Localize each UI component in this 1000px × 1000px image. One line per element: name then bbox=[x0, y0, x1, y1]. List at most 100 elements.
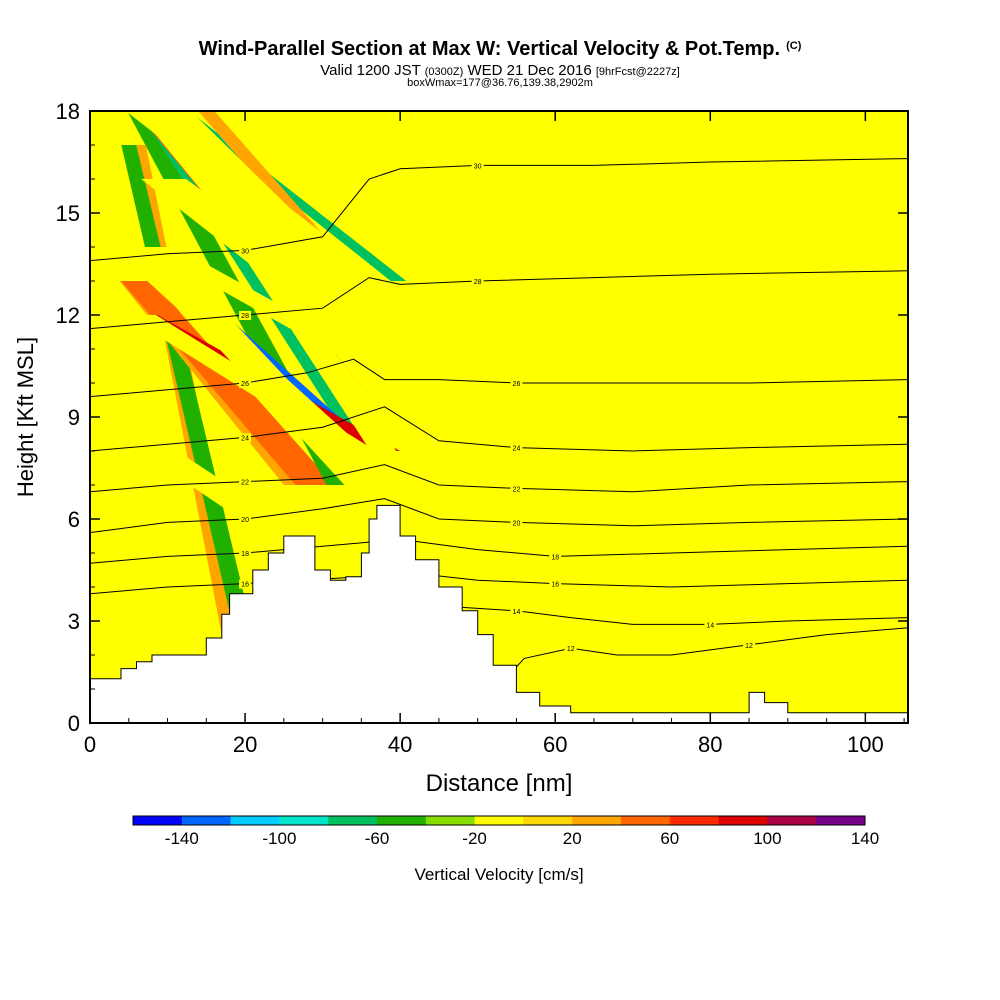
colorbar-swatch bbox=[669, 816, 720, 825]
w-streak bbox=[125, 111, 874, 655]
contour-label-bg bbox=[239, 311, 252, 320]
theta-contour bbox=[492, 627, 908, 693]
colorbar-tick-label: -140 bbox=[165, 829, 199, 848]
terrain-mask bbox=[90, 504, 908, 723]
colorbar-swatch bbox=[230, 816, 280, 825]
colorbar-swatch bbox=[474, 816, 524, 825]
valid-time-line: Valid 1200 JST (0300Z) WED 21 Dec 2016 [… bbox=[0, 62, 1000, 79]
colorbar-tick-label: 100 bbox=[753, 829, 781, 848]
contour-label-bg bbox=[549, 579, 562, 589]
contour-label: 18 bbox=[551, 554, 559, 561]
colorbar-tick-label: -60 bbox=[365, 829, 390, 848]
contour-label-bg bbox=[239, 246, 252, 256]
colorbar-tick-label: 20 bbox=[563, 829, 582, 848]
contour-label: 12 bbox=[745, 643, 753, 650]
x-tick-label: 0 bbox=[84, 732, 96, 757]
colorbar-frame bbox=[132, 815, 866, 826]
contour-label-bg bbox=[510, 518, 523, 528]
contour-label-bg bbox=[510, 484, 523, 494]
y-tick-label: 15 bbox=[56, 201, 80, 226]
colorbar-swatch bbox=[816, 816, 866, 825]
chart-title: Wind-Parallel Section at Max W: Vertical… bbox=[0, 38, 1000, 61]
forecast-tag: [9hrFcst@2227z] bbox=[595, 66, 680, 78]
contour-label-bg bbox=[510, 606, 523, 616]
contour-label: 30 bbox=[474, 163, 482, 170]
colorbar-tick-label: 60 bbox=[660, 829, 679, 848]
theta-contour bbox=[90, 464, 908, 493]
contour-label-bg bbox=[743, 640, 756, 650]
valid-date: WED 21 Dec 2016 bbox=[467, 62, 592, 79]
contour-label-bg bbox=[239, 433, 252, 443]
contour-label: 22 bbox=[241, 480, 249, 487]
contour-label: 20 bbox=[513, 520, 521, 527]
colorbar-swatch bbox=[377, 816, 427, 825]
contour-label-bg bbox=[704, 620, 717, 630]
chart-title-text: Wind-Parallel Section at Max W: Vertical… bbox=[198, 38, 781, 60]
colorbar-swatch bbox=[767, 816, 817, 825]
w-streak bbox=[124, 315, 707, 655]
theta-contour bbox=[90, 358, 908, 398]
colorbar-swatch bbox=[718, 816, 768, 825]
y-tick-label: 18 bbox=[56, 99, 80, 124]
contour-label-bg bbox=[239, 477, 252, 487]
colorbar-swatch bbox=[328, 816, 378, 825]
valid-time: Valid 1200 JST bbox=[320, 62, 421, 79]
contour-label: 30 bbox=[241, 248, 249, 255]
contour-label: 26 bbox=[241, 381, 249, 388]
contour-label-bg bbox=[239, 379, 252, 388]
theta-contour bbox=[90, 538, 908, 564]
contour-label: 28 bbox=[241, 313, 249, 320]
w-streak bbox=[176, 111, 407, 281]
w-streak bbox=[144, 247, 908, 655]
contour-label-bg bbox=[510, 379, 523, 388]
y-tick-label: 6 bbox=[68, 507, 80, 532]
contour-label: 26 bbox=[513, 381, 521, 388]
contour-label: 14 bbox=[513, 609, 521, 616]
valid-utc: (0300Z) bbox=[424, 66, 464, 78]
y-tick-label: 0 bbox=[68, 711, 80, 736]
colorbar-swatch bbox=[621, 816, 671, 825]
contour-label-bg bbox=[564, 644, 577, 654]
colorbar-label: Vertical Velocity [cm/s] bbox=[414, 865, 583, 884]
colorbar-swatch bbox=[133, 816, 183, 825]
colorbar-tick-label: -100 bbox=[262, 829, 296, 848]
x-tick-label: 60 bbox=[543, 732, 567, 757]
y-tick-label: 12 bbox=[56, 303, 80, 328]
contour-label-bg bbox=[510, 443, 523, 453]
contour-label: 24 bbox=[241, 435, 249, 442]
contour-label: 28 bbox=[474, 279, 482, 286]
contour-label-bg bbox=[239, 579, 252, 589]
y-tick-label: 3 bbox=[68, 609, 80, 634]
contour-label-bg bbox=[549, 552, 562, 562]
x-tick-label: 20 bbox=[233, 732, 257, 757]
contour-label-bg bbox=[471, 161, 484, 171]
w-streak bbox=[128, 264, 668, 723]
contour-label: 16 bbox=[551, 582, 559, 589]
colorbar-swatch bbox=[425, 816, 476, 825]
theta-contour bbox=[90, 270, 908, 330]
x-tick-label: 80 bbox=[698, 732, 722, 757]
theta-contour bbox=[90, 498, 908, 534]
theta-contour bbox=[90, 406, 908, 452]
x-tick-label: 40 bbox=[388, 732, 412, 757]
theta-contour bbox=[90, 572, 908, 595]
y-tick-label: 9 bbox=[68, 405, 80, 430]
contour-label: 24 bbox=[513, 446, 521, 453]
contour-label-bg bbox=[471, 277, 484, 286]
colorbar-swatch bbox=[181, 816, 232, 825]
y-axis-label: Height [Kft MSL] bbox=[13, 337, 38, 497]
contour-label: 14 bbox=[706, 622, 714, 629]
w-streak bbox=[90, 111, 173, 689]
colorbar-tick-label: 140 bbox=[851, 829, 879, 848]
contour-label: 12 bbox=[567, 646, 575, 653]
colorbar-swatch bbox=[523, 816, 573, 825]
colorbar-swatch bbox=[572, 816, 622, 825]
contour-label: 16 bbox=[241, 582, 249, 589]
x-axis-label: Distance [nm] bbox=[426, 770, 573, 797]
colorbar-tick-label: -20 bbox=[462, 829, 487, 848]
theta-contour bbox=[90, 158, 908, 262]
contour-label-bg bbox=[239, 549, 252, 558]
x-tick-label: 100 bbox=[847, 732, 884, 757]
copyright-mark: (C) bbox=[786, 40, 802, 52]
